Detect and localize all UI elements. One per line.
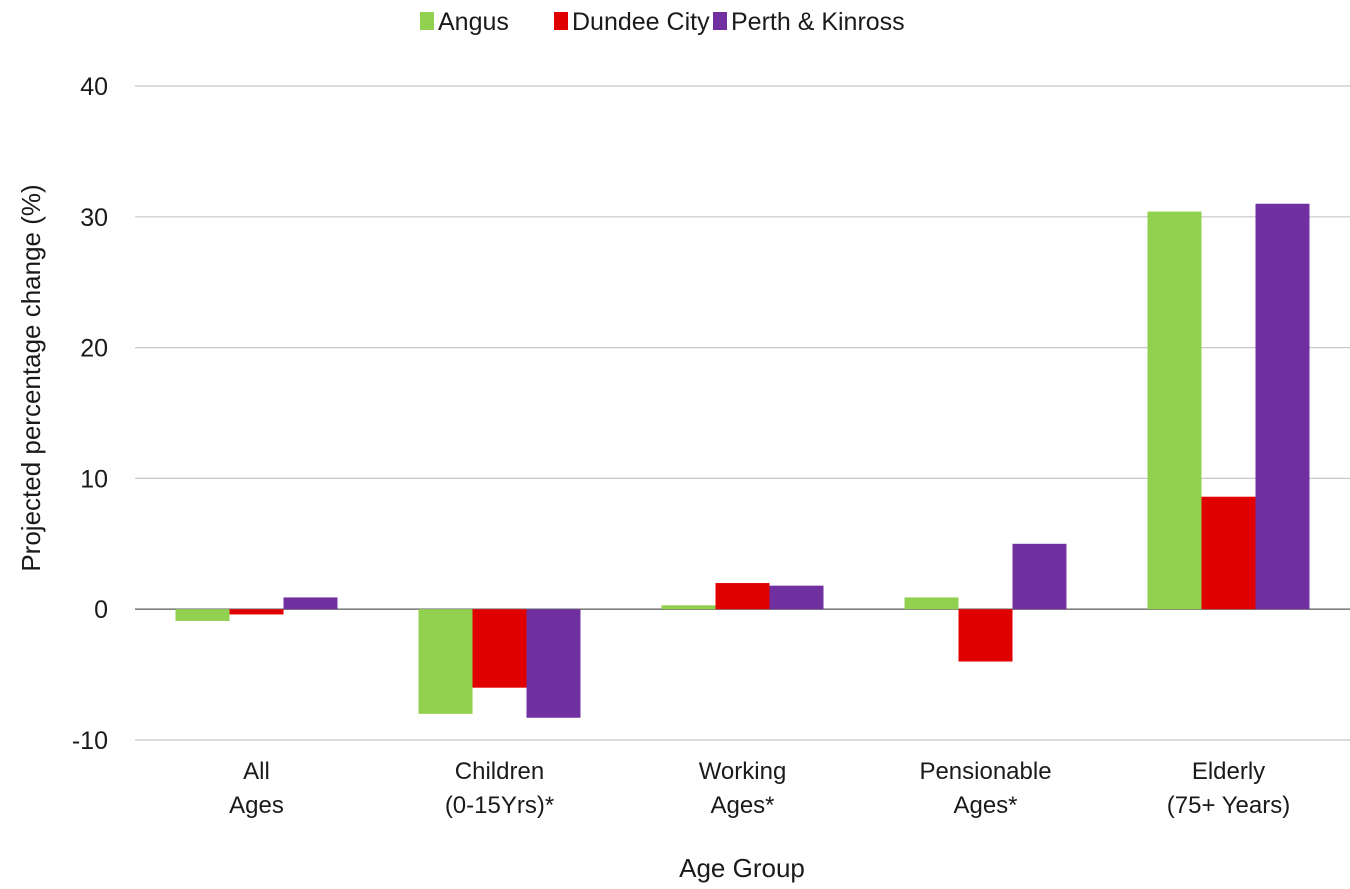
- bar-dundee-city-0: [229, 609, 284, 615]
- bar-angus-3: [904, 597, 959, 610]
- x-category-label: Children: [455, 758, 544, 785]
- y-tick-label: -10: [72, 727, 108, 755]
- x-category-label: All: [243, 758, 270, 785]
- y-tick-label: 30: [80, 204, 108, 232]
- legend-swatch: [554, 12, 568, 30]
- x-category-label: (75+ Years): [1167, 792, 1290, 819]
- y-tick-label: 40: [80, 73, 108, 101]
- bar-angus-2: [661, 605, 716, 610]
- legend-label: Angus: [438, 8, 509, 36]
- x-category-label: Ages: [229, 792, 284, 819]
- legend-swatch: [713, 12, 727, 30]
- x-category-label: Pensionable: [919, 758, 1051, 785]
- bar-angus-0: [175, 609, 230, 621]
- x-category-label: Working: [699, 758, 787, 785]
- x-axis-title: Age Group: [679, 853, 805, 883]
- x-category-label: (0-15Yrs)*: [445, 792, 554, 819]
- bar-perth-kinross-1: [526, 609, 581, 718]
- y-tick-label: 10: [80, 465, 108, 493]
- x-axis-categories: All Ages Children (0-15Yrs)* Working Ages* Pen…: [229, 758, 1290, 819]
- x-category-label: Ages*: [953, 792, 1017, 819]
- bar-dundee-city-2: [715, 583, 770, 610]
- legend-label: Perth & Kinross: [731, 8, 905, 36]
- bar-perth-kinross-2: [769, 585, 824, 610]
- y-tick-label: 0: [94, 596, 108, 624]
- bar-dundee-city-3: [958, 609, 1013, 662]
- legend-swatch: [420, 12, 434, 30]
- bar-angus-4: [1147, 211, 1202, 610]
- gridlines: [135, 85, 1350, 741]
- bar-angus-1: [418, 609, 473, 714]
- bar-dundee-city-4: [1201, 496, 1256, 610]
- bar-dundee-city-1: [472, 609, 527, 688]
- y-tick-label: 20: [80, 335, 108, 363]
- bars: [175, 203, 1310, 718]
- bar-perth-kinross-3: [1012, 543, 1067, 610]
- x-category-label: Ages*: [710, 792, 774, 819]
- bar-perth-kinross-4: [1255, 203, 1310, 610]
- x-category-label: Elderly: [1192, 758, 1265, 785]
- legend: Angus Dundee City Perth & Kinross: [420, 8, 905, 36]
- y-axis-ticks: -10 0 10 20 30 40: [72, 73, 108, 755]
- y-axis-title: Projected percentage change (%): [16, 184, 46, 571]
- legend-label: Dundee City: [572, 8, 710, 36]
- bar-perth-kinross-0: [283, 597, 338, 610]
